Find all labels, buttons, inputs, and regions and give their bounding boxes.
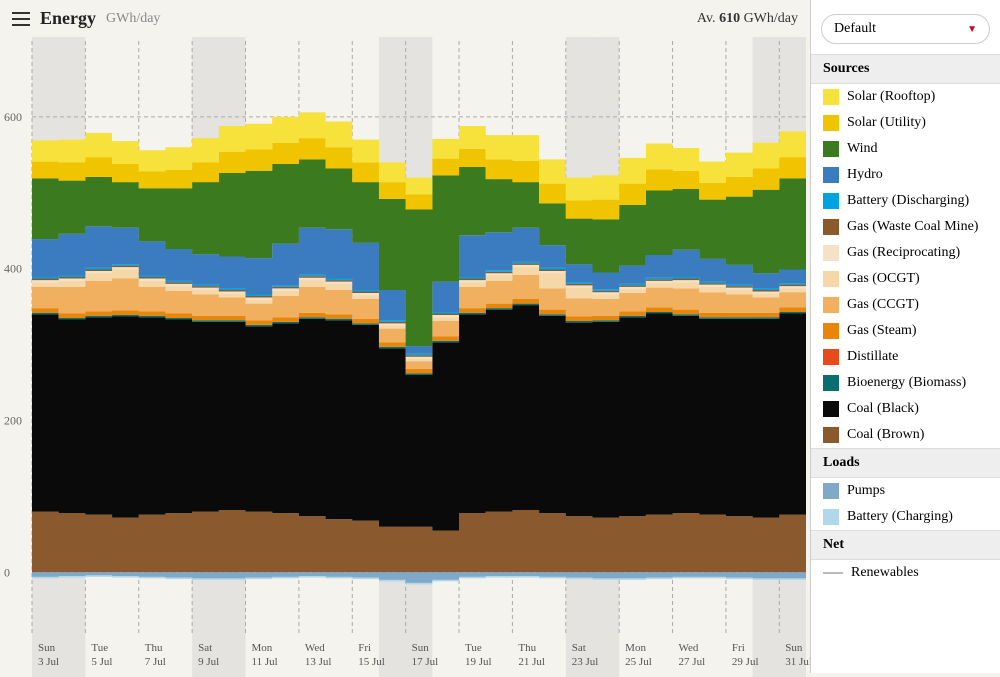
svg-text:31 Jul: 31 Jul — [785, 656, 810, 668]
legend-item[interactable]: Solar (Rooftop) — [811, 84, 1000, 110]
svg-text:Thu: Thu — [145, 642, 163, 654]
legend-label: Wind — [847, 141, 878, 157]
legend-section-net: Net — [811, 530, 1000, 560]
legend-section-sources: Sources — [811, 54, 1000, 84]
svg-text:Tue: Tue — [91, 642, 108, 654]
svg-text:Sun: Sun — [38, 642, 56, 654]
svg-text:Fri: Fri — [732, 642, 745, 654]
svg-text:21 Jul: 21 Jul — [518, 656, 545, 668]
svg-text:0: 0 — [4, 565, 10, 579]
svg-text:Sat: Sat — [572, 642, 586, 654]
legend-item[interactable]: Gas (Steam) — [811, 318, 1000, 344]
svg-text:25 Jul: 25 Jul — [625, 656, 652, 668]
legend-item[interactable]: Battery (Charging) — [811, 504, 1000, 530]
svg-text:600: 600 — [4, 110, 22, 124]
legend-item[interactable]: Wind — [811, 136, 1000, 162]
svg-text:29 Jul: 29 Jul — [732, 656, 759, 668]
svg-text:5 Jul: 5 Jul — [91, 656, 112, 668]
color-swatch — [823, 509, 839, 525]
legend-label: Hydro — [847, 167, 883, 183]
svg-text:Thu: Thu — [518, 642, 536, 654]
legend-item[interactable]: Solar (Utility) — [811, 110, 1000, 136]
svg-text:19 Jul: 19 Jul — [465, 656, 492, 668]
energy-chart[interactable]: 0 200 400 600 Sun 3 Jul Tue 5 Jul Thu 7 Jul Sat 9 J… — [0, 37, 810, 677]
color-swatch — [823, 193, 839, 209]
svg-text:200: 200 — [4, 413, 22, 427]
menu-icon[interactable] — [12, 12, 30, 26]
legend-item[interactable]: Gas (Waste Coal Mine) — [811, 214, 1000, 240]
svg-text:11 Jul: 11 Jul — [252, 656, 278, 668]
legend-item[interactable]: Coal (Black) — [811, 396, 1000, 422]
sidebar: Default ▼ Sources Solar (Rooftop) Solar (… — [810, 0, 1000, 673]
legend-label: Distillate — [847, 349, 898, 365]
legend-item[interactable]: Hydro — [811, 162, 1000, 188]
legend-label: Gas (Reciprocating) — [847, 245, 960, 261]
svg-text:Sun: Sun — [785, 642, 803, 654]
color-swatch — [823, 349, 839, 365]
svg-text:7 Jul: 7 Jul — [145, 656, 166, 668]
svg-text:Wed: Wed — [305, 642, 325, 654]
legend-label: Bioenergy (Biomass) — [847, 375, 966, 391]
legend-item-renewables[interactable]: Renewables — [811, 560, 1000, 586]
color-swatch — [823, 401, 839, 417]
legend-label: Coal (Black) — [847, 401, 919, 417]
color-swatch — [823, 89, 839, 105]
legend-item[interactable]: Distillate — [811, 344, 1000, 370]
svg-text:400: 400 — [4, 262, 22, 276]
svg-text:13 Jul: 13 Jul — [305, 656, 332, 668]
color-swatch — [823, 297, 839, 313]
chart-title: Energy — [40, 8, 96, 29]
view-dropdown[interactable]: Default ▼ — [821, 14, 990, 44]
svg-text:15 Jul: 15 Jul — [358, 656, 385, 668]
svg-text:Sat: Sat — [198, 642, 212, 654]
svg-text:Mon: Mon — [252, 642, 273, 654]
legend-item[interactable]: Battery (Discharging) — [811, 188, 1000, 214]
color-swatch — [823, 271, 839, 287]
color-swatch — [823, 245, 839, 261]
legend-section-loads: Loads — [811, 448, 1000, 478]
chevron-down-icon: ▼ — [967, 24, 977, 35]
color-swatch — [823, 167, 839, 183]
legend-item[interactable]: Coal (Brown) — [811, 422, 1000, 448]
color-swatch — [823, 483, 839, 499]
svg-text:9 Jul: 9 Jul — [198, 656, 219, 668]
chart-unit: GWh/day — [106, 11, 160, 27]
color-swatch — [823, 141, 839, 157]
color-swatch — [823, 219, 839, 235]
legend-item[interactable]: Pumps — [811, 478, 1000, 504]
legend-item[interactable]: Gas (OCGT) — [811, 266, 1000, 292]
dropdown-label: Default — [834, 21, 876, 37]
color-swatch — [823, 375, 839, 391]
chart-average: Av. 610 GWh/day — [697, 11, 798, 27]
svg-text:Fri: Fri — [358, 642, 371, 654]
legend-label: Solar (Utility) — [847, 115, 926, 131]
legend-label: Renewables — [851, 565, 919, 581]
svg-text:3 Jul: 3 Jul — [38, 656, 59, 668]
legend-item[interactable]: Gas (CCGT) — [811, 292, 1000, 318]
svg-text:17 Jul: 17 Jul — [412, 656, 439, 668]
legend-label: Gas (Steam) — [847, 323, 917, 339]
color-swatch — [823, 323, 839, 339]
legend-item[interactable]: Bioenergy (Biomass) — [811, 370, 1000, 396]
legend-label: Solar (Rooftop) — [847, 89, 935, 105]
legend-label: Gas (OCGT) — [847, 271, 920, 287]
legend-label: Coal (Brown) — [847, 427, 924, 443]
color-swatch — [823, 427, 839, 443]
color-swatch — [823, 115, 839, 131]
svg-text:Tue: Tue — [465, 642, 482, 654]
legend-item[interactable]: Gas (Reciprocating) — [811, 240, 1000, 266]
svg-text:Sun: Sun — [412, 642, 430, 654]
svg-text:Mon: Mon — [625, 642, 646, 654]
svg-text:23 Jul: 23 Jul — [572, 656, 599, 668]
legend-label: Gas (CCGT) — [847, 297, 919, 313]
legend-label: Battery (Charging) — [847, 509, 953, 525]
legend-label: Gas (Waste Coal Mine) — [847, 219, 978, 235]
svg-text:27 Jul: 27 Jul — [679, 656, 706, 668]
svg-text:Wed: Wed — [679, 642, 699, 654]
legend-label: Battery (Discharging) — [847, 193, 969, 209]
line-swatch — [823, 572, 843, 574]
legend-label: Pumps — [847, 483, 885, 499]
